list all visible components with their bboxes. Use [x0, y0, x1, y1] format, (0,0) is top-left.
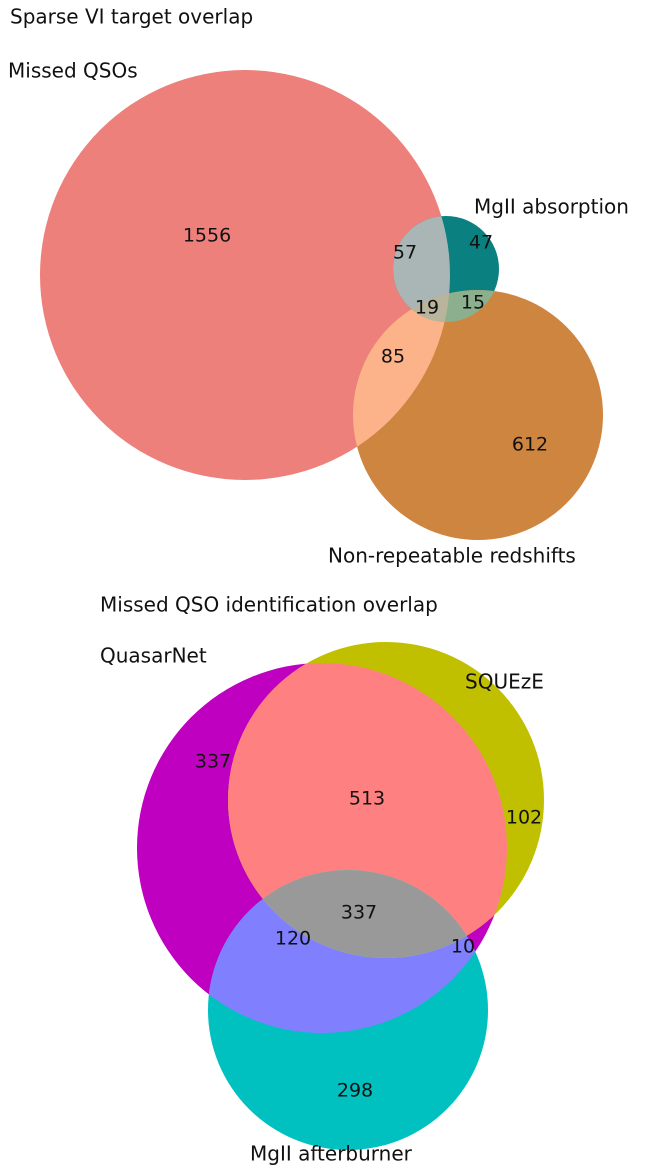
chart-title: Sparse VI target overlap: [10, 5, 253, 29]
set-label: MgII afterburner: [250, 1142, 413, 1166]
region-value: 85: [381, 346, 405, 368]
venn-region: [393, 216, 450, 322]
region-value: 612: [512, 434, 548, 456]
region-value: 10: [451, 936, 475, 958]
region-value: 47: [469, 232, 493, 254]
region-value: 513: [349, 788, 385, 810]
region-value: 57: [393, 242, 417, 264]
set-label: MgII absorption: [474, 195, 629, 219]
region-value: 1556: [183, 225, 231, 247]
set-label: Missed QSOs: [8, 59, 138, 83]
chart-title: Missed QSO identification overlap: [100, 593, 438, 617]
region-clip: [393, 216, 450, 322]
region-value: 19: [415, 297, 439, 319]
region-value: 337: [341, 902, 377, 924]
region-value: 337: [195, 751, 231, 773]
region-value: 102: [506, 807, 542, 829]
venn-diagram: Sparse VI target overlap Missed QSOs MgII …: [8, 5, 629, 568]
set-label: SQUEzE: [465, 670, 544, 694]
region-value: 298: [337, 1080, 373, 1102]
set-label: QuasarNet: [100, 644, 207, 668]
set-label: Non-repeatable redshifts: [328, 544, 576, 568]
region-value: 15: [461, 292, 485, 314]
region-value: 120: [275, 928, 311, 950]
venn-diagram: Missed QSO identification overlap QuasarN…: [100, 593, 544, 1166]
venn-region: [40, 70, 450, 480]
